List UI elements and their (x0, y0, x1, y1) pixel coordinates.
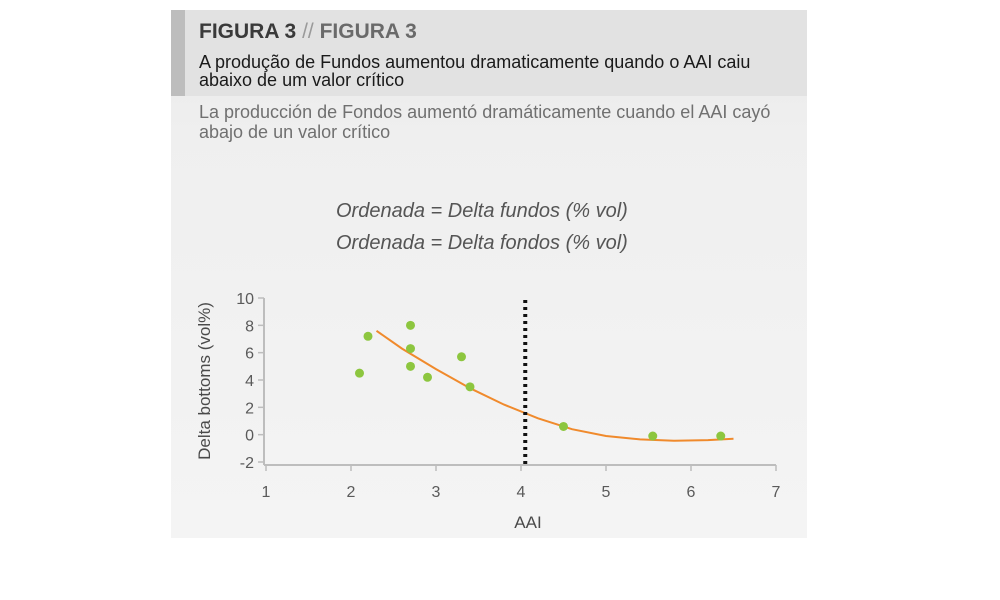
x-tick-label: 3 (432, 484, 441, 501)
data-point (716, 431, 726, 441)
data-points (355, 320, 726, 441)
data-point (423, 372, 432, 382)
x-tick-label: 5 (602, 484, 611, 501)
y-tick-label: -2 (240, 455, 254, 472)
data-point (465, 382, 475, 392)
figure-header (185, 10, 807, 96)
data-point (559, 421, 568, 431)
y-tick-label: 6 (245, 346, 254, 363)
y-ticks: 10 8 6 4 2 0 -2 (236, 291, 264, 472)
data-point (457, 352, 466, 362)
subtitle-portuguese: A produção de Fundos aumentou dramaticam… (199, 52, 751, 90)
data-point (363, 331, 373, 341)
ordinate-annotation-es: Ordenada = Delta fondos (% vol) (336, 232, 628, 254)
y-tick-label: 2 (245, 400, 254, 417)
x-axis-label: AAI (514, 513, 541, 532)
x-tick-label: 1 (262, 484, 271, 501)
data-point (406, 320, 415, 330)
x-ticks: 1 2 3 4 5 6 7 (262, 465, 781, 501)
data-point (648, 431, 658, 441)
figure-title: FIGURA 3 // FIGURA 3 (199, 20, 417, 44)
y-tick-label: 10 (236, 291, 254, 308)
x-tick-label: 4 (517, 484, 526, 501)
accent-bar (171, 10, 185, 96)
y-tick-label: 4 (245, 373, 254, 390)
data-point (406, 344, 415, 354)
x-tick-label: 6 (687, 484, 696, 501)
y-tick-label: 8 (245, 318, 254, 335)
data-point (355, 368, 364, 378)
y-axis-label: Delta bottoms (vol%) (195, 302, 214, 460)
data-point (406, 361, 415, 371)
trend-line (375, 329, 734, 442)
y-tick-label: 0 (245, 428, 254, 445)
figure-label-alt: FIGURA 3 (319, 20, 417, 43)
x-tick-label: 7 (772, 484, 781, 501)
ordinate-annotation-pt: Ordenada = Delta fundos (% vol) (336, 200, 628, 222)
subtitle-spanish: La producción de Fondos aumentó dramátic… (199, 102, 771, 142)
x-tick-label: 2 (347, 484, 356, 501)
figure-separator: // (302, 20, 314, 43)
figure-label: FIGURA 3 (199, 20, 297, 43)
figure-card (171, 10, 807, 538)
